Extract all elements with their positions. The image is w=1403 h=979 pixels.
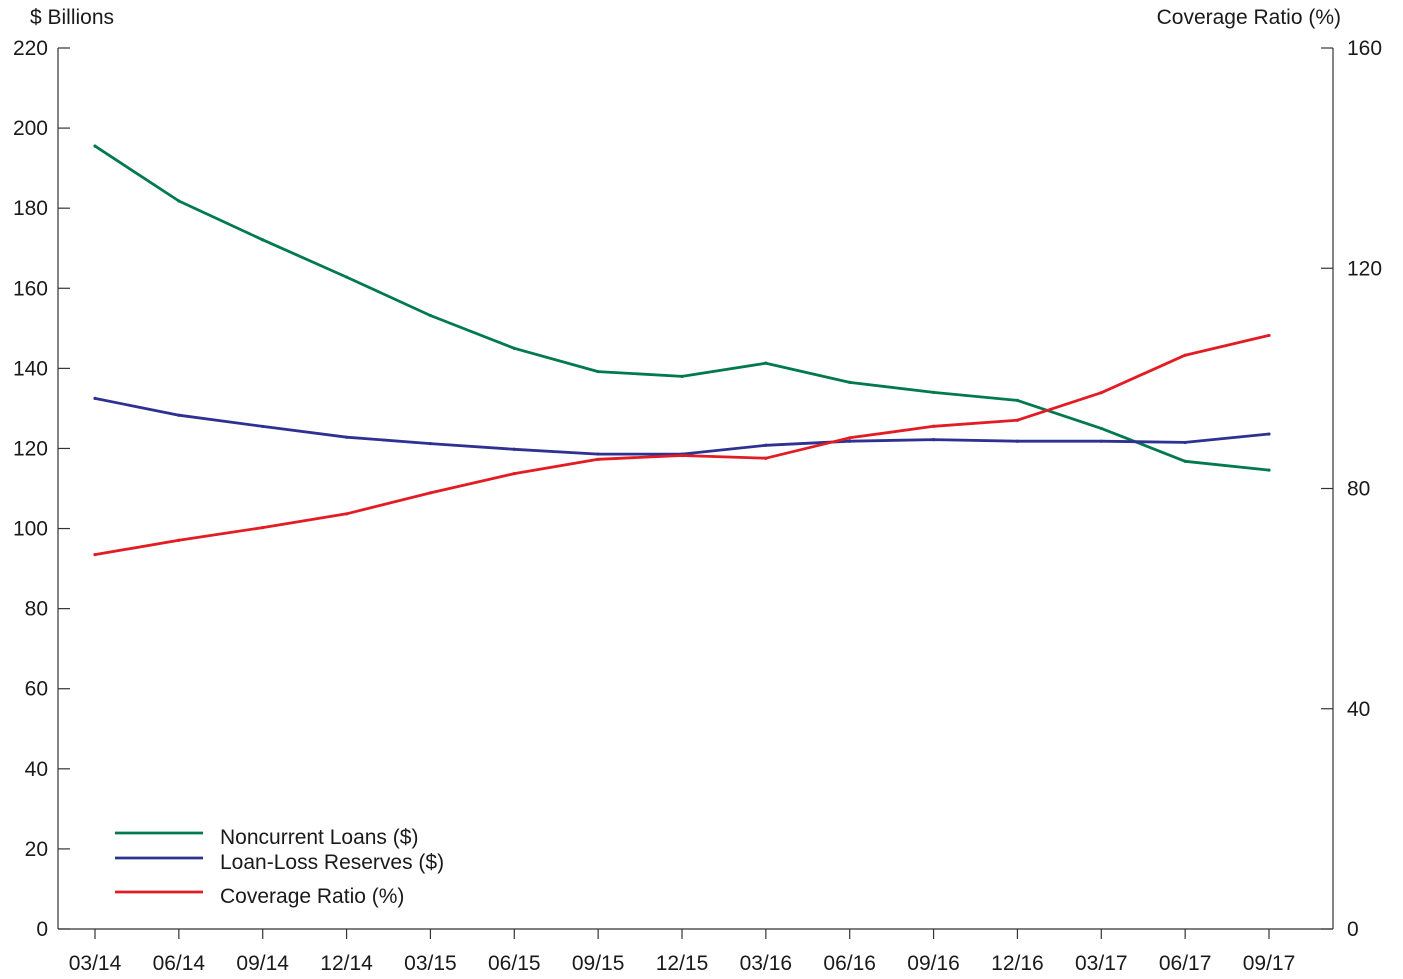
series-0-point — [1267, 468, 1271, 472]
series-2-point — [261, 525, 265, 530]
series-line-2 — [93, 333, 1271, 556]
x-tick-label: 06/14 — [153, 952, 206, 975]
series-0-point — [848, 380, 852, 384]
series-0-point — [93, 144, 97, 148]
series-1-point — [1183, 440, 1187, 445]
series-0-point — [261, 238, 265, 242]
series-0-point — [512, 346, 516, 350]
left-tick-label: 140 — [13, 357, 48, 380]
left-axis-title: $ Billions — [30, 6, 114, 29]
series-1-point — [596, 452, 600, 456]
x-tick-label: 09/15 — [572, 952, 625, 975]
series-2-point — [1183, 353, 1187, 357]
series-1-point — [1015, 439, 1020, 443]
left-tick-label: 60 — [25, 678, 48, 701]
series-0-point — [680, 374, 684, 378]
series-2-point — [764, 456, 768, 460]
series-0-point — [596, 369, 600, 374]
series-1-point — [764, 443, 768, 447]
right-tick-label: 120 — [1347, 257, 1382, 280]
legend-label-2: Coverage Ratio (%) — [220, 885, 404, 908]
x-tick-label: 09/16 — [907, 952, 960, 975]
x-tick-label: 09/17 — [1243, 952, 1296, 975]
series-0-point — [428, 313, 433, 318]
right-tick-label: 0 — [1347, 918, 1359, 941]
series-1-point — [177, 413, 181, 417]
series-0-point — [1015, 398, 1020, 402]
x-tick-label: 03/15 — [404, 952, 457, 975]
series-2-point — [1015, 418, 1020, 422]
right-tick-label: 40 — [1347, 698, 1370, 721]
series-1-point — [261, 424, 265, 429]
series-1-point — [428, 442, 433, 446]
legend-label-1: Loan-Loss Reserves ($) — [220, 851, 444, 874]
series-1-point — [512, 447, 516, 451]
legend-label-0: Noncurrent Loans ($) — [220, 826, 418, 849]
series-2-point — [848, 436, 852, 440]
left-tick-label: 40 — [25, 758, 48, 781]
left-tick-label: 80 — [25, 598, 48, 621]
series-2-point — [177, 538, 181, 542]
series-0-point — [344, 275, 349, 279]
right-tick-label: 80 — [1347, 478, 1370, 501]
x-tick-label: 03/17 — [1075, 952, 1128, 975]
left-tick-label: 0 — [36, 918, 48, 941]
series-layer — [93, 144, 1271, 557]
right-axis-title: Coverage Ratio (%) — [1157, 6, 1341, 29]
series-0-point — [1183, 459, 1187, 463]
series-2-point — [1267, 333, 1271, 338]
series-0-point — [177, 199, 181, 203]
left-tick-label: 160 — [13, 277, 48, 300]
series-1-point — [1267, 432, 1271, 436]
left-tick-label: 180 — [13, 197, 48, 220]
x-tick-label: 06/15 — [488, 952, 541, 975]
x-tick-label: 03/14 — [69, 952, 122, 975]
series-2-point — [931, 424, 936, 428]
series-1-point — [93, 396, 97, 400]
series-2-point — [1099, 391, 1103, 395]
x-tick-label: 12/16 — [991, 952, 1044, 975]
right-tick-label: 160 — [1347, 37, 1382, 60]
x-tick-label: 12/14 — [320, 952, 373, 975]
x-tick-label: 06/17 — [1159, 952, 1212, 975]
series-0-point — [764, 361, 768, 365]
series-2-point — [596, 457, 600, 461]
legend: Noncurrent Loans ($)Loan-Loss Reserves (… — [115, 826, 444, 908]
left-tick-label: 20 — [25, 838, 48, 861]
series-2-point — [344, 512, 349, 516]
left-tick-label: 200 — [13, 117, 48, 140]
left-tick-label: 100 — [13, 518, 48, 541]
x-tick-label: 06/16 — [823, 952, 876, 975]
left-tick-label: 220 — [13, 37, 48, 60]
series-line-0 — [93, 144, 1271, 472]
x-tick-label: 09/14 — [236, 952, 289, 975]
series-1-point — [344, 435, 349, 439]
series-1-point — [848, 439, 852, 443]
series-2-point — [428, 491, 433, 495]
left-tick-label: 120 — [13, 437, 48, 460]
x-tick-label: 12/15 — [656, 952, 709, 975]
series-0-point — [1099, 426, 1103, 431]
series-2-point — [93, 552, 97, 557]
axes: 0 20 40 60 80 100 120 140 160 180 200 220 0 40 80 120 16… — [13, 37, 1382, 975]
series-2-point — [512, 472, 516, 476]
x-tick-label: 03/16 — [740, 952, 793, 975]
series-1-point — [1099, 439, 1103, 443]
series-1-point — [931, 438, 936, 442]
series-0-point — [931, 390, 936, 394]
series-2-point — [680, 453, 684, 458]
